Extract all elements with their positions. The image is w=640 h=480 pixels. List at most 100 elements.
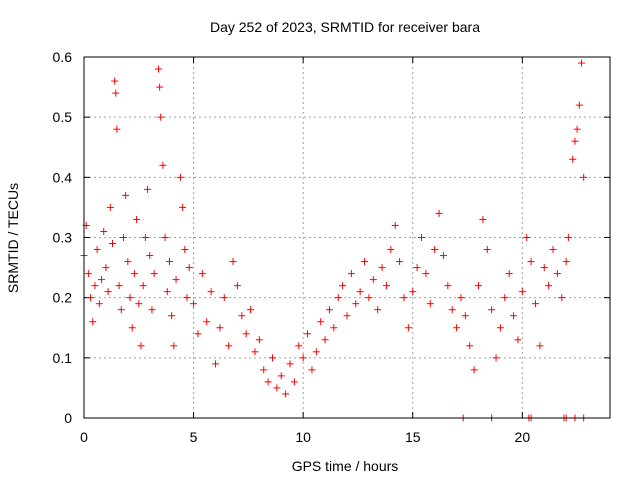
data-point [203,318,211,326]
data-point [115,282,123,290]
data-point [387,246,395,254]
data-point [255,336,263,344]
data-point [312,348,320,356]
data-point [540,264,548,272]
data-point [369,276,377,284]
data-point [409,288,417,296]
data-point [501,294,509,302]
data-point [260,366,268,374]
data-point [251,348,259,356]
data-point [216,324,224,332]
data-point [106,203,114,211]
data-point [558,294,566,302]
data-point [523,234,531,241]
data-point [170,342,178,350]
data-point [207,288,215,296]
data-point [527,258,535,266]
data-point [426,300,434,308]
data-point [137,342,145,350]
data-point [352,300,360,308]
data-point [343,312,351,320]
data-point [347,270,355,278]
data-point [317,318,325,326]
data-point [168,312,176,320]
data-point [448,306,456,314]
data-point [282,390,290,398]
data-points [80,59,588,422]
data-point [578,59,586,67]
data-point [119,234,127,241]
data-point [321,336,329,344]
data-point [112,89,120,97]
data-point [569,155,577,163]
data-point [229,258,237,266]
data-point [161,234,169,241]
data-point [325,306,333,314]
data-point [124,258,132,266]
data-point [113,125,121,133]
data-point [100,227,108,235]
y-tick-label: 0.2 [53,290,73,306]
data-point [418,234,426,241]
data-point [391,221,399,229]
data-point [198,270,206,278]
data-point [510,312,518,320]
data-point [330,324,338,332]
data-point [172,276,180,284]
data-point [157,113,165,121]
data-point [573,125,581,133]
data-point [400,294,408,302]
data-point [122,191,130,199]
data-point [479,215,487,223]
data-point [155,65,163,73]
data-point [496,324,504,332]
data-point [488,306,496,314]
data-point [422,270,430,278]
data-point [264,378,272,386]
data-point [111,77,119,85]
data-point [135,300,143,308]
data-point [470,366,478,374]
data-point [273,384,281,392]
y-tick-label: 0.1 [53,350,73,366]
data-point [549,246,557,254]
data-point [84,270,92,278]
data-point [87,294,95,302]
data-point [536,342,544,350]
tick-labels: 0 0.1 0.2 0.3 0.4 0.5 0.6 0 5 10 15 20 [53,49,531,445]
data-point [365,294,373,302]
data-point [356,288,364,296]
data-point [150,270,158,278]
y-axis-label: SRMTID / TECUs [5,183,21,293]
chart-title: Day 252 of 2023, SRMTID for receiver bar… [210,19,480,35]
data-point [453,324,461,332]
data-point [483,246,491,254]
data-point [194,330,202,338]
data-point [117,306,125,314]
data-point [382,282,390,290]
data-point [220,294,228,302]
data-point [505,270,513,278]
data-point [225,342,233,350]
y-tick-label: 0.6 [53,49,73,65]
data-point [580,173,588,181]
data-point [126,294,134,302]
data-point [339,282,347,290]
data-point [146,252,154,260]
data-point [247,306,255,314]
x-tick-label: 5 [190,429,198,445]
data-point [165,258,173,266]
data-point [334,294,342,302]
x-tick-label: 15 [405,429,421,445]
data-point [190,300,198,308]
data-point [104,288,112,296]
data-point [435,209,443,217]
data-point [277,372,285,380]
data-point [185,264,193,272]
data-point [148,306,156,314]
data-point [133,215,141,223]
x-tick-label: 20 [515,429,531,445]
data-point [466,342,474,350]
data-point [308,366,316,374]
